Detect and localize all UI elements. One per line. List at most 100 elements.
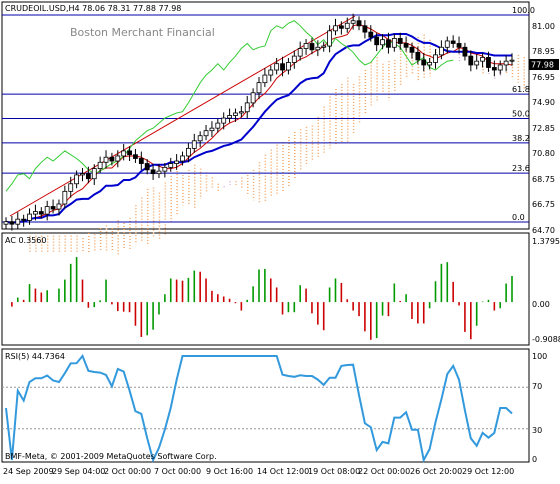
candle-body[interactable]: [450, 40, 456, 44]
candle-body[interactable]: [297, 48, 303, 57]
candle-body[interactable]: [68, 183, 74, 192]
candle-body[interactable]: [127, 150, 132, 156]
candle-body[interactable]: [386, 39, 391, 48]
candle-body[interactable]: [274, 63, 280, 71]
candle-body[interactable]: [315, 46, 321, 51]
candle-body[interactable]: [344, 22, 350, 29]
candle-body[interactable]: [350, 20, 356, 24]
candle-body[interactable]: [238, 111, 244, 114]
candle-body[interactable]: [497, 64, 503, 71]
candle-body[interactable]: [338, 25, 344, 29]
candle-body[interactable]: [456, 43, 462, 48]
candle-body[interactable]: [50, 206, 56, 210]
candle-body[interactable]: [256, 82, 262, 94]
candle-body[interactable]: [85, 173, 91, 180]
candle-body[interactable]: [397, 38, 403, 44]
candle-body[interactable]: [156, 170, 162, 175]
candle-body[interactable]: [262, 74, 268, 84]
candle-body[interactable]: [280, 63, 285, 71]
candle-body[interactable]: [444, 40, 450, 48]
candle-body[interactable]: [133, 154, 138, 159]
ac-axis[interactable]: 1.3795 0.00 -0.9088: [532, 237, 560, 344]
candle-body[interactable]: [503, 60, 509, 66]
candle-body[interactable]: [327, 30, 333, 47]
candle-body[interactable]: [3, 221, 9, 225]
candle-body[interactable]: [115, 155, 121, 162]
candle-body[interactable]: [103, 156, 109, 163]
candle-body[interactable]: [62, 190, 68, 205]
candle-body[interactable]: [474, 60, 480, 66]
chikou-line[interactable]: [5, 20, 454, 192]
candle-body[interactable]: [38, 211, 44, 215]
candle-body[interactable]: [415, 51, 421, 61]
candle-body[interactable]: [33, 211, 38, 215]
candle-body[interactable]: [15, 218, 21, 225]
candle-body[interactable]: [309, 43, 315, 51]
candle-body[interactable]: [44, 206, 50, 215]
candle-body[interactable]: [80, 173, 85, 176]
ac-histogram: [11, 257, 513, 340]
candle-body[interactable]: [162, 166, 168, 172]
candle-body[interactable]: [368, 31, 374, 38]
candle-body[interactable]: [215, 122, 221, 129]
kijun-line[interactable]: [5, 33, 512, 224]
candle-body[interactable]: [380, 39, 385, 46]
candle-body[interactable]: [403, 43, 409, 48]
candle-body[interactable]: [409, 46, 415, 53]
candle-body[interactable]: [180, 155, 185, 162]
ac-tick: 1.3795: [532, 237, 560, 246]
candle-body[interactable]: [509, 59, 515, 62]
candle-body[interactable]: [197, 135, 203, 142]
candle-body[interactable]: [427, 62, 433, 66]
candle-body[interactable]: [250, 92, 256, 104]
candle-body[interactable]: [421, 59, 427, 66]
candle-body[interactable]: [268, 69, 274, 76]
rsi-axis[interactable]: 100 70 30 0: [532, 352, 547, 464]
candle-body[interactable]: [209, 127, 215, 132]
candle-body[interactable]: [391, 38, 397, 48]
candle-body[interactable]: [74, 174, 80, 185]
candle-body[interactable]: [362, 25, 368, 33]
candle-body[interactable]: [374, 36, 380, 46]
candle-body[interactable]: [168, 163, 174, 168]
candle-body[interactable]: [221, 117, 227, 124]
candle-body[interactable]: [144, 163, 150, 171]
candle-body[interactable]: [468, 55, 474, 66]
candle-body[interactable]: [303, 43, 309, 49]
price-axis[interactable]: 81.00 78.95 76.95 74.90 72.85 70.80 68.7…: [529, 22, 559, 235]
candle-body[interactable]: [227, 115, 232, 119]
candle-body[interactable]: [150, 169, 156, 175]
candle-body[interactable]: [185, 147, 191, 157]
candle-body[interactable]: [321, 45, 327, 48]
candle-body[interactable]: [286, 62, 291, 71]
candle-body[interactable]: [356, 20, 362, 27]
candle-body[interactable]: [121, 150, 127, 157]
candle-body[interactable]: [203, 130, 209, 137]
candle-body[interactable]: [9, 221, 15, 225]
red-trend-line[interactable]: [9, 15, 356, 217]
candle-body[interactable]: [233, 112, 238, 116]
candle-body[interactable]: [291, 55, 297, 63]
time-axis[interactable]: 24 Sep 2009 29 Sep 04:00 2 Oct 00:00 7 O…: [3, 467, 514, 476]
candle-body[interactable]: [27, 213, 32, 221]
candle-body[interactable]: [438, 46, 444, 56]
candle-body[interactable]: [191, 140, 197, 149]
candle-body[interactable]: [109, 156, 115, 162]
candle-body[interactable]: [97, 161, 103, 170]
candle-body[interactable]: [480, 56, 485, 62]
candle-body[interactable]: [491, 67, 497, 71]
candle-body[interactable]: [138, 158, 144, 164]
candle-body[interactable]: [56, 203, 62, 210]
ac-label: AC 0.3560: [5, 236, 46, 245]
candle-body[interactable]: [333, 25, 338, 32]
candle-body[interactable]: [433, 54, 438, 63]
candle-body[interactable]: [462, 46, 468, 57]
rsi-series-line[interactable]: [5, 354, 513, 463]
candle-body[interactable]: [174, 160, 180, 164]
candle-body[interactable]: [486, 56, 491, 68]
candle-body[interactable]: [91, 168, 97, 180]
candle-body[interactable]: [21, 218, 27, 221]
candle-body[interactable]: [244, 102, 250, 113]
